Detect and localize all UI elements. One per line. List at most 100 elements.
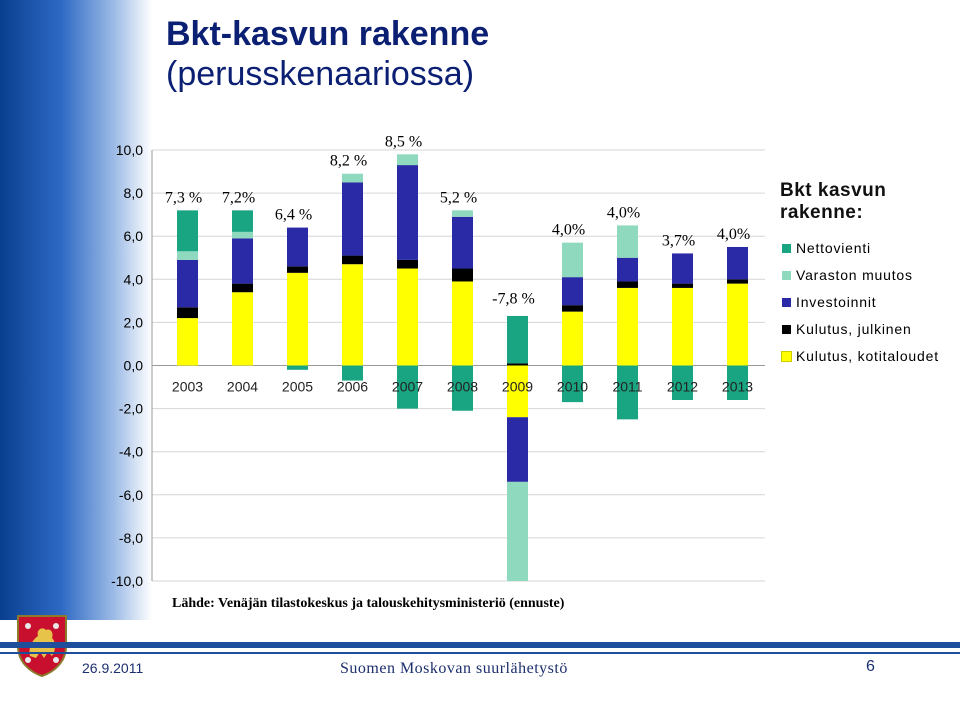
bar-segment: [672, 283, 693, 288]
x-tick-label: 2009: [502, 379, 533, 395]
y-tick-label: -10,0: [111, 573, 143, 589]
total-value-label: 4,0%: [552, 222, 585, 239]
x-tick-label: 2008: [447, 379, 478, 395]
footer-date: 26.9.2011: [82, 660, 144, 676]
legend-title: Bkt kasvun rakenne:: [780, 180, 955, 224]
legend-label: Kulutus, julkinen: [796, 321, 912, 337]
bar-segment: [562, 305, 583, 312]
bar-segment: [397, 268, 418, 366]
bar-segment: [562, 277, 583, 306]
bar-segment: [232, 231, 253, 239]
page-title: Bkt-kasvun rakenne (perusskenaariossa): [166, 14, 489, 94]
x-tick-label: 2010: [557, 379, 588, 395]
legend-item: Varaston muutos: [780, 267, 955, 284]
stacked-bar-chart: 10,0 8,0 6,0 4,0 2,0 0,0 -2,0 -4,0 -6,0 -8,0 -10,0…: [111, 133, 765, 589]
bar-segment: [507, 481, 528, 581]
bar-segment: [287, 365, 308, 370]
footer-rule: [0, 642, 960, 648]
page-title-line-2: (perusskenaariossa): [166, 55, 475, 93]
legend-swatch: [782, 325, 791, 334]
bar-segment: [727, 246, 748, 280]
bar-segment: [397, 259, 418, 269]
bar-segment: [342, 182, 363, 256]
bar-segment: [452, 210, 473, 217]
legend-title-line-1: Bkt kasvun: [780, 180, 887, 201]
bar-segment: [617, 257, 638, 282]
legend-swatch: [782, 271, 791, 280]
total-value-label: 3,7%: [662, 232, 695, 249]
x-tick-label: 2004: [227, 379, 258, 395]
y-tick-label: 8,0: [124, 185, 144, 201]
legend-item: Nettovienti: [780, 240, 955, 257]
total-value-label: 5,2 %: [440, 189, 477, 206]
y-tick-label: -6,0: [119, 487, 143, 503]
bar-segment: [562, 311, 583, 366]
y-tick-label: 6,0: [124, 228, 144, 244]
footer-page-number: 6: [866, 658, 875, 675]
x-tick-label: 2012: [667, 379, 698, 395]
bar-segment: [342, 365, 363, 381]
total-value-label: 7,3 %: [165, 189, 202, 206]
bar-segment: [177, 318, 198, 366]
bar-segment: [177, 259, 198, 308]
bar-segment: [617, 287, 638, 366]
bar-segment: [177, 210, 198, 252]
y-tick-label: 4,0: [124, 271, 144, 287]
bar-segment: [562, 365, 583, 403]
x-tick-label: 2003: [172, 379, 203, 395]
bar-segment: [287, 227, 308, 267]
bar-segment: [342, 173, 363, 183]
y-tick-label: -2,0: [119, 401, 143, 417]
bar-segment: [177, 307, 198, 319]
bar-segment: [232, 283, 253, 293]
bar-segment: [177, 251, 198, 260]
y-tick-label: -8,0: [119, 530, 143, 546]
total-value-label: 6,4 %: [275, 207, 312, 224]
bar-segment: [287, 266, 308, 273]
bar-segment: [562, 242, 583, 278]
x-tick-label: 2007: [392, 379, 423, 395]
bar-segment: [232, 292, 253, 366]
bar-segment: [507, 417, 528, 482]
bar-segment: [727, 283, 748, 366]
bar-segment: [397, 154, 418, 166]
y-tick-label: 10,0: [116, 142, 143, 158]
x-tick-label: 2005: [282, 379, 313, 395]
legend-title-line-2: rakenne:: [780, 202, 864, 223]
legend-label: Kulutus, kotitaloudet: [796, 348, 939, 364]
bar-segment: [617, 225, 638, 258]
bar-segment: [507, 315, 528, 364]
chart-legend: Bkt kasvun rakenne: Nettovienti Varaston …: [780, 180, 955, 375]
legend-item: Kulutus, kotitaloudet: [780, 348, 955, 365]
legend-items: Nettovienti Varaston muutos Investoinnit Ku…: [780, 240, 955, 365]
bar-segment: [452, 281, 473, 366]
bar-segment: [342, 264, 363, 366]
x-tick-label: 2011: [612, 379, 642, 395]
total-value-label: 4,0%: [717, 226, 750, 243]
legend-swatch: [782, 244, 791, 253]
bar-segment: [342, 255, 363, 265]
bar-segment: [672, 365, 693, 400]
bar-segment: [727, 279, 748, 284]
legend-label: Investoinnit: [796, 294, 877, 310]
bar-segment: [232, 210, 253, 232]
decorative-left-band: [0, 0, 152, 620]
y-tick-label: -4,0: [119, 444, 143, 460]
bar-segment: [287, 272, 308, 366]
total-value-label: 8,2 %: [330, 153, 367, 170]
total-value-label: -7,8 %: [492, 291, 535, 308]
bar-segment: [617, 281, 638, 288]
y-tick-label: 0,0: [124, 358, 144, 374]
total-value-label: 7,2%: [222, 189, 255, 206]
legend-label: Nettovienti: [796, 240, 871, 256]
source-note: Lähde: Venäjän tilastokeskus ja talouske…: [172, 596, 565, 611]
footer-rule-thin: [0, 652, 960, 654]
bar-segment: [672, 253, 693, 284]
legend-swatch: [782, 298, 791, 307]
bar-segment: [397, 165, 418, 260]
legend-label: Varaston muutos: [796, 267, 913, 283]
legend-item: Investoinnit: [780, 294, 955, 311]
bar-segment: [727, 365, 748, 400]
bar-segment: [452, 216, 473, 269]
bar-segment: [617, 365, 638, 420]
